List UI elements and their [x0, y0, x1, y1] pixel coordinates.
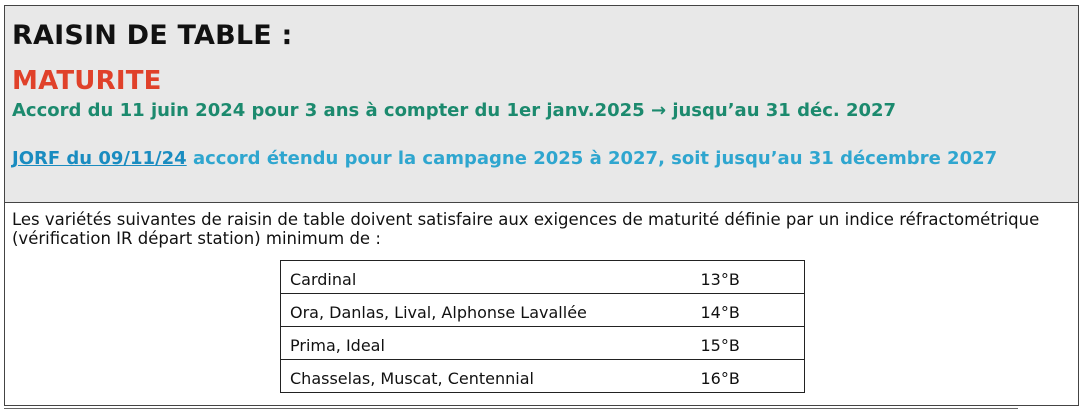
variety-cell: Cardinal: [280, 260, 701, 294]
variety-cell: Chasselas, Muscat, Centennial: [280, 359, 701, 393]
jorf-text: accord étendu pour la campagne 2025 à 20…: [186, 148, 998, 169]
accord-text: Accord du 11 juin 2024 pour 3 ans à comp…: [12, 100, 897, 121]
section-subtitle: MATURITE: [12, 66, 162, 96]
page-title: RAISIN DE TABLE :: [12, 20, 293, 51]
table-row: Chasselas, Muscat, Centennial 16°B: [280, 359, 805, 393]
intro-paragraph: Les variétés suivantes de raisin de tabl…: [12, 210, 1040, 248]
value-cell: 14°B: [700, 293, 805, 327]
jorf-paragraph: JORF du 09/11/24 accord étendu pour la c…: [12, 149, 1072, 169]
jorf-link[interactable]: JORF du 09/11/24: [12, 148, 187, 169]
value-cell: 15°B: [700, 326, 805, 360]
value-cell: 13°B: [700, 260, 805, 294]
varieties-table: Cardinal 13°B Ora, Danlas, Lival, Alphon…: [280, 260, 805, 393]
variety-cell: Ora, Danlas, Lival, Alphonse Lavallée: [280, 293, 701, 327]
value-cell: 16°B: [700, 359, 805, 393]
table-row: Prima, Ideal 15°B: [280, 326, 805, 360]
table-row: Ora, Danlas, Lival, Alphonse Lavallée 14…: [280, 293, 805, 327]
header-box: RAISIN DE TABLE : MATURITE Accord du 11 …: [5, 6, 1078, 203]
document-frame: RAISIN DE TABLE : MATURITE Accord du 11 …: [4, 5, 1079, 406]
variety-cell: Prima, Ideal: [280, 326, 701, 360]
bottom-divider: [4, 408, 1018, 409]
table-row: Cardinal 13°B: [280, 260, 805, 294]
